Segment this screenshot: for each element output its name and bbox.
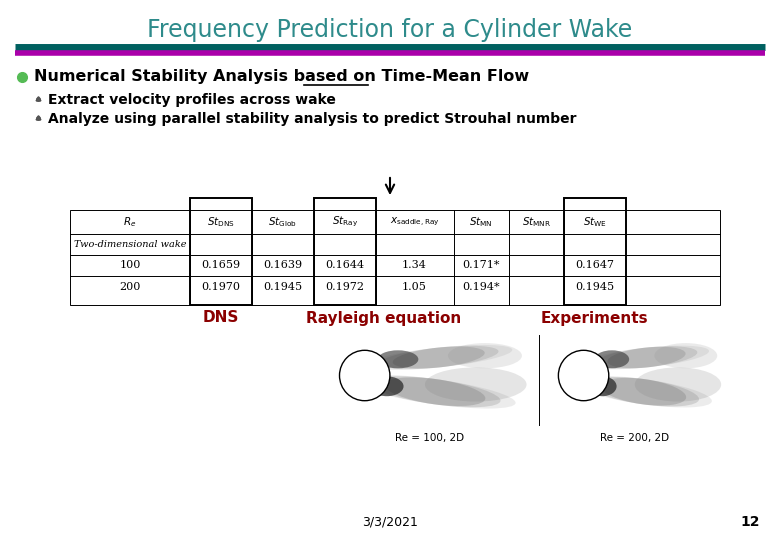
Ellipse shape	[354, 375, 516, 409]
Text: 200: 200	[119, 281, 141, 292]
Text: 12: 12	[740, 515, 760, 529]
Text: 0.194*: 0.194*	[463, 281, 500, 292]
Text: Extract velocity profiles across wake: Extract velocity profiles across wake	[48, 93, 336, 107]
Bar	[70, 210, 720, 305]
Ellipse shape	[587, 377, 699, 407]
Text: 0.1970: 0.1970	[201, 281, 240, 292]
Text: Rayleigh equation: Rayleigh equation	[306, 310, 461, 326]
Bar	[338, 335, 523, 425]
Text: 3/3/2021: 3/3/2021	[362, 516, 418, 529]
Text: Re = 200, 2D: Re = 200, 2D	[601, 433, 669, 443]
Ellipse shape	[365, 345, 512, 370]
Ellipse shape	[378, 350, 418, 368]
Text: Re = 100, 2D: Re = 100, 2D	[395, 433, 465, 443]
Text: $x_{\rm saddle,Ray}$: $x_{\rm saddle,Ray}$	[390, 216, 439, 228]
Text: 0.1945: 0.1945	[576, 281, 615, 292]
Bar	[190, 198, 252, 305]
Text: 0.171*: 0.171*	[463, 260, 500, 271]
Text: Numerical Stability Analysis based on Time-Mean Flow: Numerical Stability Analysis based on Ti…	[34, 70, 529, 84]
Text: 0.1972: 0.1972	[325, 281, 364, 292]
Ellipse shape	[588, 376, 617, 396]
Ellipse shape	[635, 367, 722, 402]
Text: 1.34: 1.34	[402, 260, 427, 271]
Text: DNS: DNS	[203, 310, 239, 326]
Ellipse shape	[339, 350, 390, 401]
Ellipse shape	[558, 350, 608, 401]
Text: $St_{\rm Ray}$: $St_{\rm Ray}$	[332, 215, 358, 229]
Ellipse shape	[596, 346, 697, 369]
Text: $St_{\rm MN}$: $St_{\rm MN}$	[470, 215, 493, 229]
Text: 0.1647: 0.1647	[576, 260, 615, 271]
Bar	[556, 335, 714, 425]
Text: Two-dimensional wake: Two-dimensional wake	[74, 240, 186, 249]
Text: 0.1945: 0.1945	[264, 281, 303, 292]
Text: Analyze using parallel stability analysis to predict Strouhal number: Analyze using parallel stability analysi…	[48, 112, 576, 126]
Ellipse shape	[392, 347, 484, 368]
Ellipse shape	[594, 350, 629, 368]
Text: Experiments: Experiments	[541, 310, 649, 326]
Text: $St_{\rm DNS}$: $St_{\rm DNS}$	[207, 215, 235, 229]
Ellipse shape	[379, 346, 498, 369]
Ellipse shape	[575, 376, 712, 408]
Text: 1.05: 1.05	[402, 281, 427, 292]
Bar	[564, 198, 626, 305]
Ellipse shape	[584, 346, 709, 369]
Text: 0.1639: 0.1639	[264, 260, 303, 271]
Ellipse shape	[370, 376, 501, 407]
Text: $St_{\rm MNR}$: $St_{\rm MNR}$	[522, 215, 551, 229]
Bar	[314, 198, 375, 305]
Ellipse shape	[601, 378, 686, 406]
Text: 0.1659: 0.1659	[201, 260, 241, 271]
Text: 100: 100	[119, 260, 141, 271]
Ellipse shape	[654, 343, 718, 368]
Text: Frequency Prediction for a Cylinder Wake: Frequency Prediction for a Cylinder Wake	[147, 18, 633, 42]
Ellipse shape	[448, 343, 522, 368]
Text: 0.1644: 0.1644	[325, 260, 364, 271]
Ellipse shape	[425, 367, 526, 402]
Ellipse shape	[385, 377, 485, 406]
Text: $R_e$: $R_e$	[123, 215, 136, 229]
Ellipse shape	[608, 347, 686, 368]
Text: $St_{\rm WE}$: $St_{\rm WE}$	[583, 215, 607, 229]
Ellipse shape	[370, 376, 403, 396]
Text: $St_{\rm Glob}$: $St_{\rm Glob}$	[268, 215, 297, 229]
